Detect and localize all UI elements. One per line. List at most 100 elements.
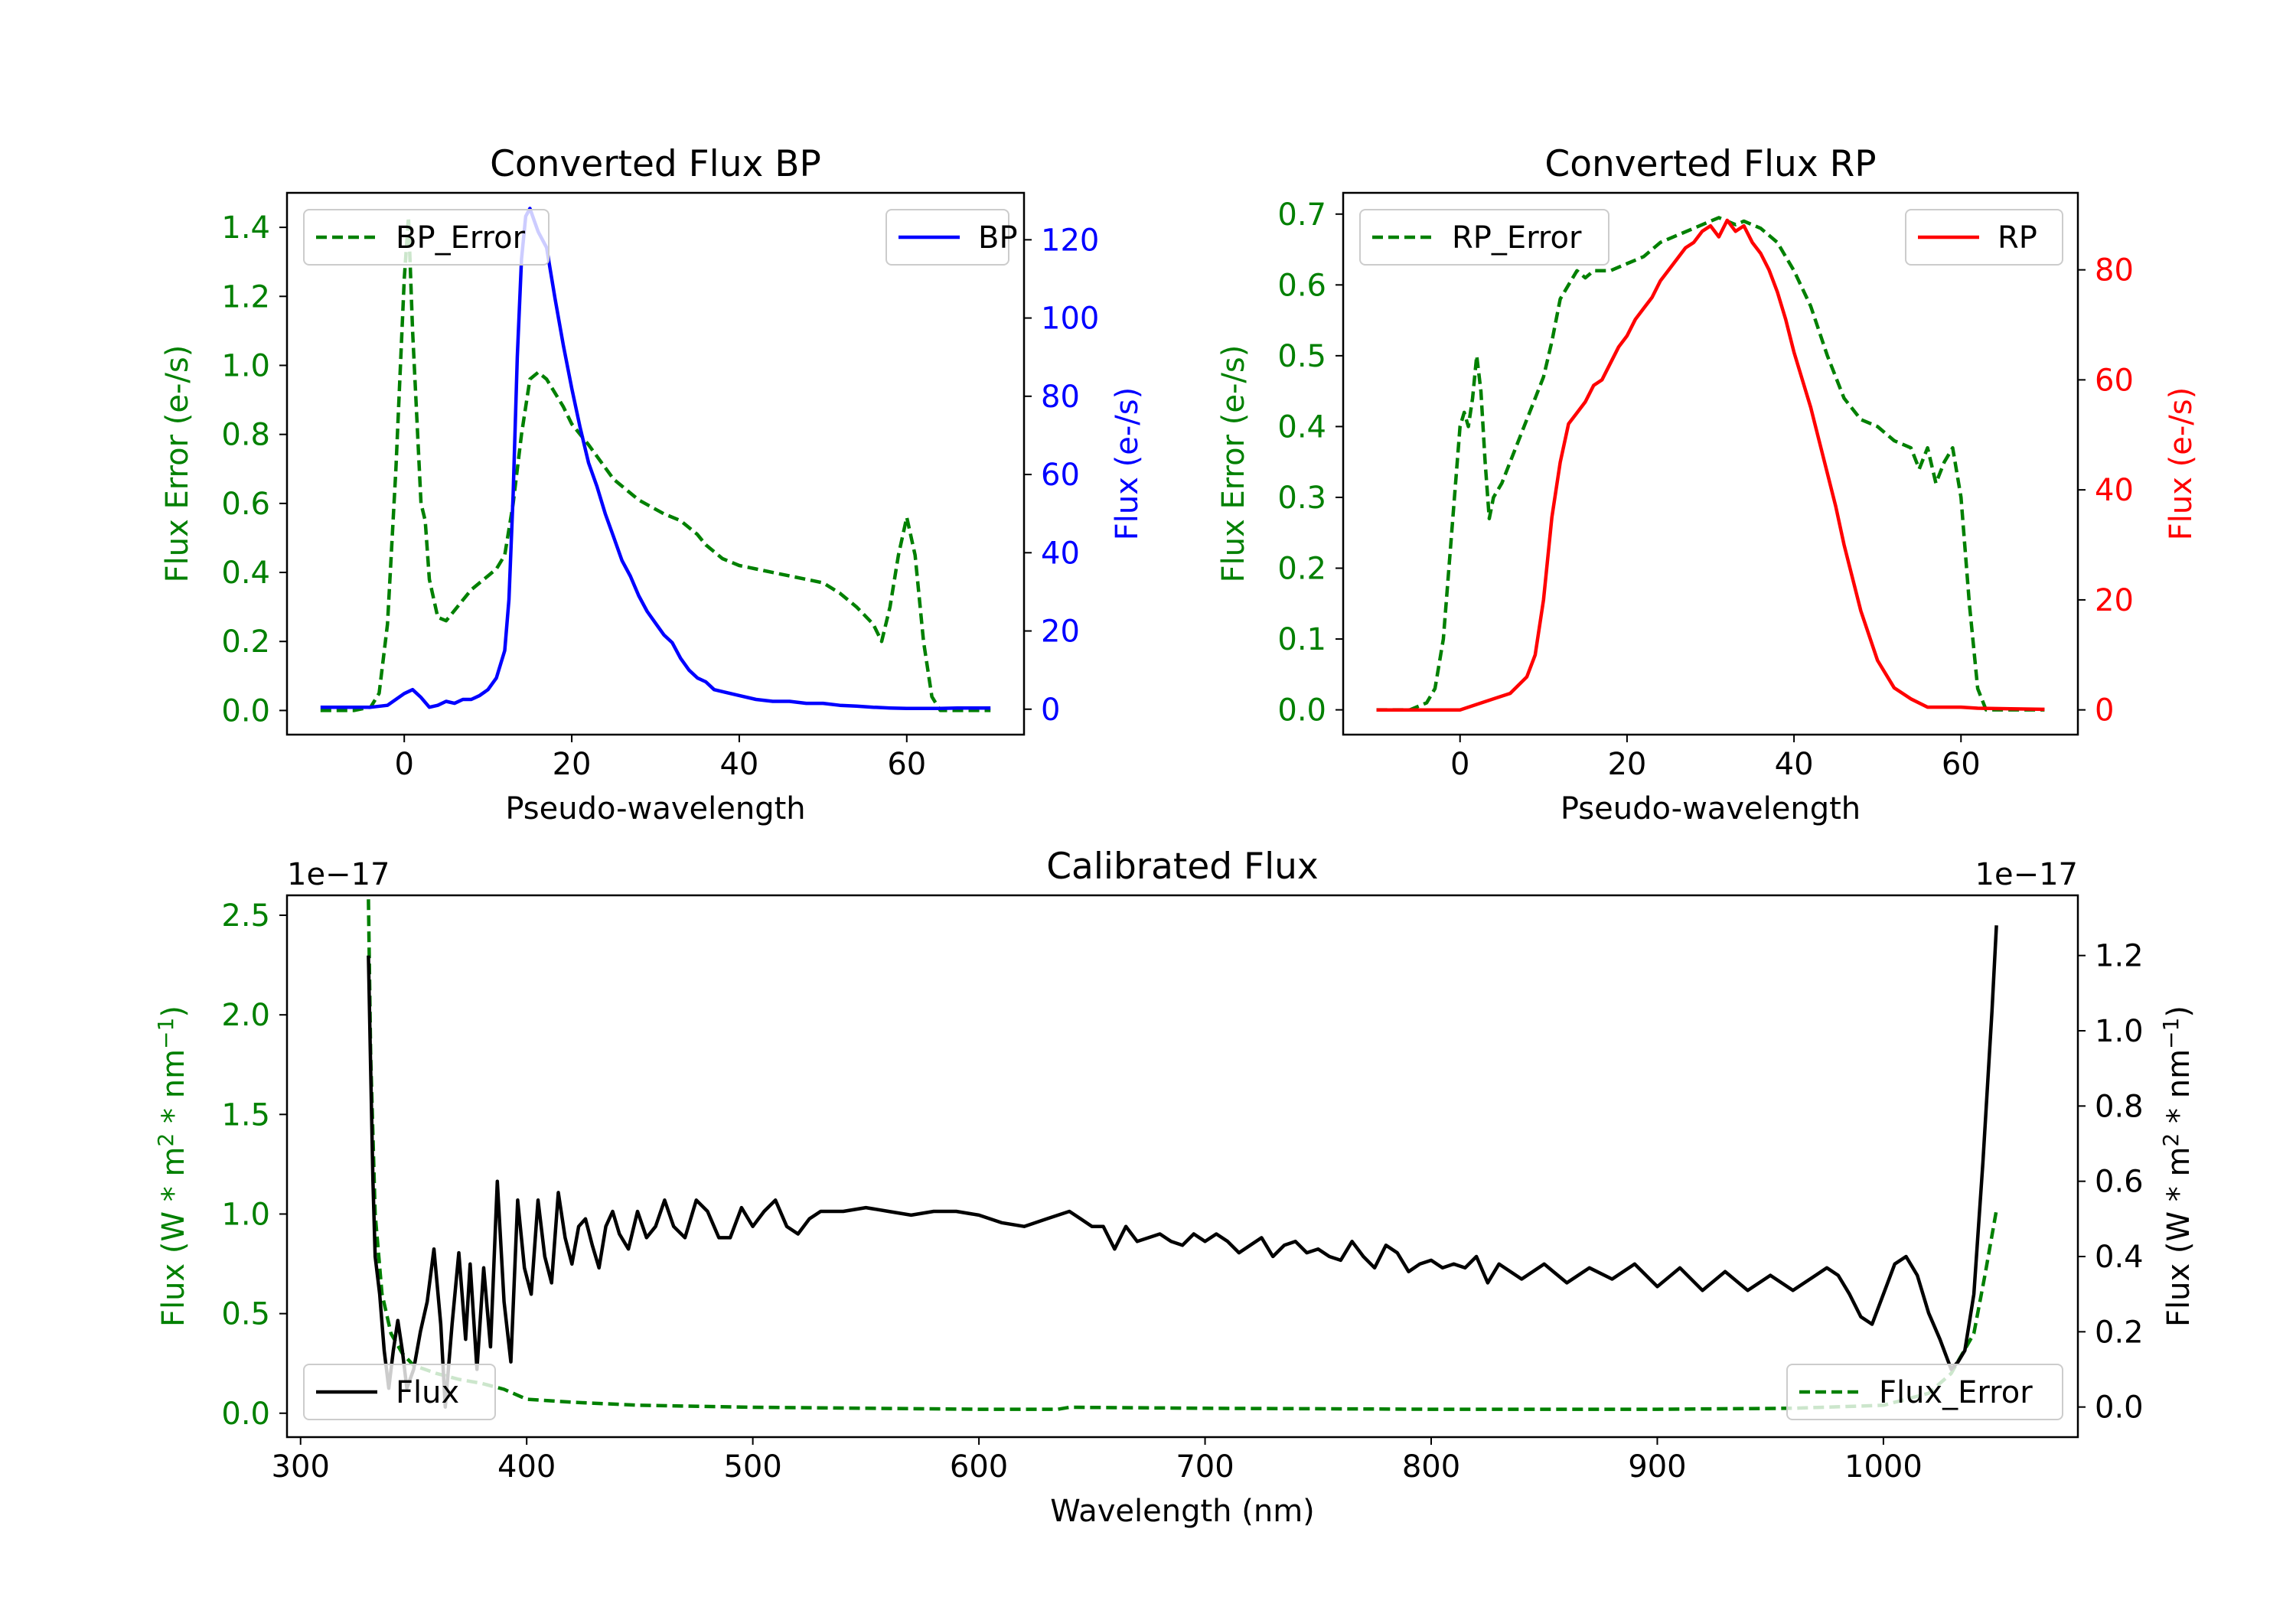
cal-x-label: Wavelength (nm) [1050, 1494, 1315, 1529]
bp-legend-flux-label: BP [978, 220, 1018, 256]
cal-y-right-tick-label: 0.6 [2095, 1165, 2144, 1200]
bp-x-label: Pseudo-wavelength [505, 791, 805, 826]
bp-y-right-tick-label: 20 [1041, 614, 1080, 650]
rp-legend-error-box [1359, 209, 1609, 266]
bp-y-left-tick-label: 1.0 [221, 348, 270, 383]
cal-y-left-tick-label: 1.0 [221, 1197, 270, 1232]
rp-y-left-tick-label: 0.7 [1277, 197, 1326, 233]
cal-y-left-label-end: ) [156, 1006, 191, 1018]
cal-y-right-tick-label: 0.0 [2095, 1390, 2144, 1426]
bp-x-tick-label: 0 [394, 747, 413, 782]
rp-x-label: Pseudo-wavelength [1561, 791, 1861, 826]
cal-legend-error: Flux_Error [1786, 1364, 2063, 1420]
cal-x-tick-label: 600 [950, 1449, 1008, 1485]
rp-y-right-tick-label: 20 [2095, 583, 2134, 618]
cal-offset-right: 1e−17 [1975, 857, 2078, 892]
bp-y-left-tick-label: 0.2 [221, 624, 270, 660]
cal-y-left-label-part: Flux (W * m [156, 1147, 191, 1327]
rp-axes-frame [1342, 191, 2079, 736]
cal-legend-flux-label: Flux [396, 1375, 459, 1410]
cal-axes-frame [285, 894, 2079, 1439]
bp-y-left-tick-label: 1.4 [221, 210, 270, 246]
bp-y-left-tick-label: 0.4 [221, 556, 270, 591]
bp-y-left-tick-label: 1.2 [221, 279, 270, 315]
rp-legend-flux-box [1905, 209, 2063, 266]
cal-x-tick-label: 400 [497, 1449, 556, 1485]
cal-y-left-tick-label: 2.0 [221, 998, 270, 1033]
cal-y-right-label-sup: −1 [2158, 1018, 2183, 1049]
rp-x-tick-label: 0 [1450, 747, 1469, 782]
rp-y-right-tick-label: 80 [2095, 253, 2134, 288]
rp-y-left-tick-label: 0.5 [1277, 339, 1326, 374]
bp-legend-flux: BP [885, 209, 1018, 266]
bp-x-tick-label: 60 [887, 747, 926, 782]
bp-legend-error-label: BP_Error [396, 220, 526, 256]
cal-y-left-label-mid: * nm [156, 1049, 191, 1133]
cal-x-tick-label: 900 [1628, 1449, 1686, 1485]
rp-x-tick-label: 60 [1942, 747, 1981, 782]
cal-y-right-label-part: Flux (W * m [2161, 1147, 2197, 1327]
rp-x-tick-label: 40 [1775, 747, 1814, 782]
rp-y-right-tick-label: 60 [2095, 363, 2134, 398]
rp-y-left-tick-label: 0.0 [1277, 693, 1326, 729]
rp-legend-error: RP_Error [1359, 209, 1609, 266]
rp-title: Converted Flux RP [1544, 143, 1876, 185]
bp-x-tick-label: 20 [553, 747, 592, 782]
bp-panel: 0 20 40 60 0.0 0.2 0.4 0.6 0.8 1.0 1.2 1.4 0 20 40 60 80… [160, 143, 1145, 826]
rp-x-tick-label: 20 [1607, 747, 1646, 782]
bp-x-tick-label: 40 [719, 747, 758, 782]
bp-series-bp [320, 207, 991, 711]
cal-y-left-tick-label: 1.5 [221, 1097, 270, 1133]
rp-y-left-tick-label: 0.6 [1277, 268, 1326, 303]
cal-y-left-label-sup: 2 [153, 1133, 178, 1147]
cal-legend-error-label: Flux_Error [1879, 1375, 2033, 1410]
cal-x-tick-label: 500 [723, 1449, 781, 1485]
cal-legend-flux-box [303, 1364, 496, 1420]
rp-legend-flux-label: RP [1998, 220, 2037, 256]
rp-series-rp-error [1376, 216, 2045, 712]
cal-x-tick-label: 700 [1176, 1449, 1234, 1485]
bp-y-right-tick-label: 100 [1041, 302, 1099, 337]
rp-y-left-tick-label: 0.4 [1277, 409, 1326, 445]
rp-y-right-label: Flux (e-/s) [2164, 387, 2199, 540]
cal-y-right-tick-label: 0.8 [2095, 1089, 2144, 1124]
cal-y-right-label-end: ) [2161, 1006, 2197, 1018]
rp-y-left-label: Flux Error (e-/s) [1216, 345, 1251, 583]
bp-series-bp-error [320, 215, 991, 712]
rp-y-left-tick-label: 0.2 [1277, 552, 1326, 587]
bp-legend-error-box [303, 209, 550, 266]
cal-y-right-tick-label: 0.2 [2095, 1315, 2144, 1350]
cal-y-left-tick-label: 0.0 [221, 1397, 270, 1432]
cal-y-left-tick-label: 0.5 [221, 1297, 270, 1332]
bp-y-left-tick-label: 0.8 [221, 418, 270, 453]
cal-title: Calibrated Flux [1046, 846, 1319, 888]
cal-y-left-label: Flux (W * m2 * nm−1) [153, 1006, 191, 1327]
bp-title: Converted Flux BP [490, 143, 821, 185]
bp-y-right-tick-label: 80 [1041, 380, 1080, 415]
rp-y-right-tick-label: 0 [2095, 693, 2114, 729]
bp-y-left-tick-label: 0.0 [221, 693, 270, 729]
rp-y-left-tick-label: 0.3 [1277, 481, 1326, 516]
cal-x-tick-label: 1000 [1844, 1449, 1923, 1485]
rp-legend-error-label: RP_Error [1452, 220, 1582, 256]
cal-y-right-tick-label: 0.4 [2095, 1240, 2144, 1275]
rp-legend-flux: RP [1905, 209, 2063, 266]
bp-y-left-label: Flux Error (e-/s) [160, 345, 195, 583]
bp-y-left-tick-label: 0.6 [221, 487, 270, 522]
cal-y-left-label-sup: −1 [153, 1018, 178, 1049]
bp-y-right-tick-label: 60 [1041, 458, 1080, 493]
rp-y-right-tick-label: 40 [2095, 473, 2134, 508]
cal-y-left-tick-label: 2.5 [221, 898, 270, 934]
cal-y-right-tick-label: 1.0 [2095, 1014, 2144, 1049]
bp-axes-frame [285, 191, 1026, 736]
cal-legend-error-box [1786, 1364, 2063, 1420]
cal-y-right-tick-label: 1.2 [2095, 939, 2144, 974]
bp-y-right-label: Flux (e-/s) [1110, 387, 1145, 540]
bp-y-right-tick-label: 0 [1041, 693, 1060, 728]
cal-y-right-label: Flux (W * m2 * nm−1) [2158, 1006, 2197, 1327]
rp-y-left-tick-label: 0.1 [1277, 622, 1326, 657]
cal-x-tick-label: 800 [1402, 1449, 1460, 1485]
cal-series-flux [367, 925, 1998, 1409]
bp-y-right-tick-label: 40 [1041, 536, 1080, 571]
